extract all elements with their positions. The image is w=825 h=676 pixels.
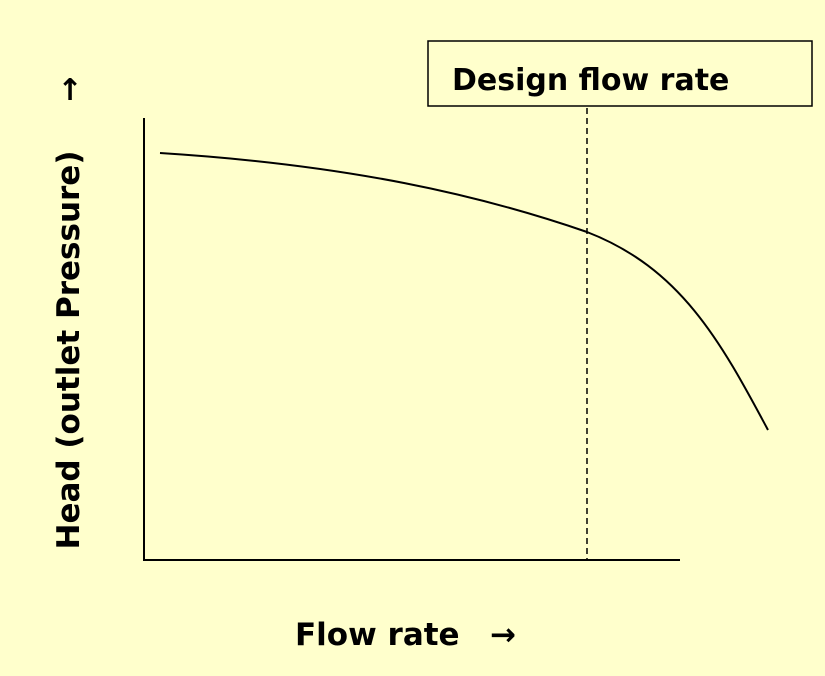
design-box bbox=[427, 40, 813, 107]
pump-curve bbox=[159, 152, 769, 431]
x-axis-label: Flow rate bbox=[295, 617, 460, 653]
x-axis-arrow: → bbox=[490, 617, 516, 653]
y-axis-arrow: ↑ bbox=[57, 73, 82, 108]
design-label: Design flow rate bbox=[452, 63, 729, 98]
y-axis-label: Head (outlet Pressure) bbox=[51, 151, 87, 550]
